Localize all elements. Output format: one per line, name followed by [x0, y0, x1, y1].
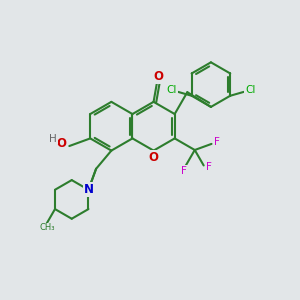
Text: Cl: Cl — [167, 85, 177, 95]
Text: H: H — [49, 134, 57, 144]
Text: O: O — [148, 151, 159, 164]
Text: O: O — [56, 137, 66, 150]
Text: Cl: Cl — [245, 85, 256, 95]
Text: F: F — [214, 137, 220, 147]
Text: F: F — [206, 162, 212, 172]
Text: O: O — [153, 70, 164, 83]
Text: F: F — [182, 166, 187, 176]
Text: N: N — [84, 183, 94, 196]
Text: CH₃: CH₃ — [39, 223, 55, 232]
